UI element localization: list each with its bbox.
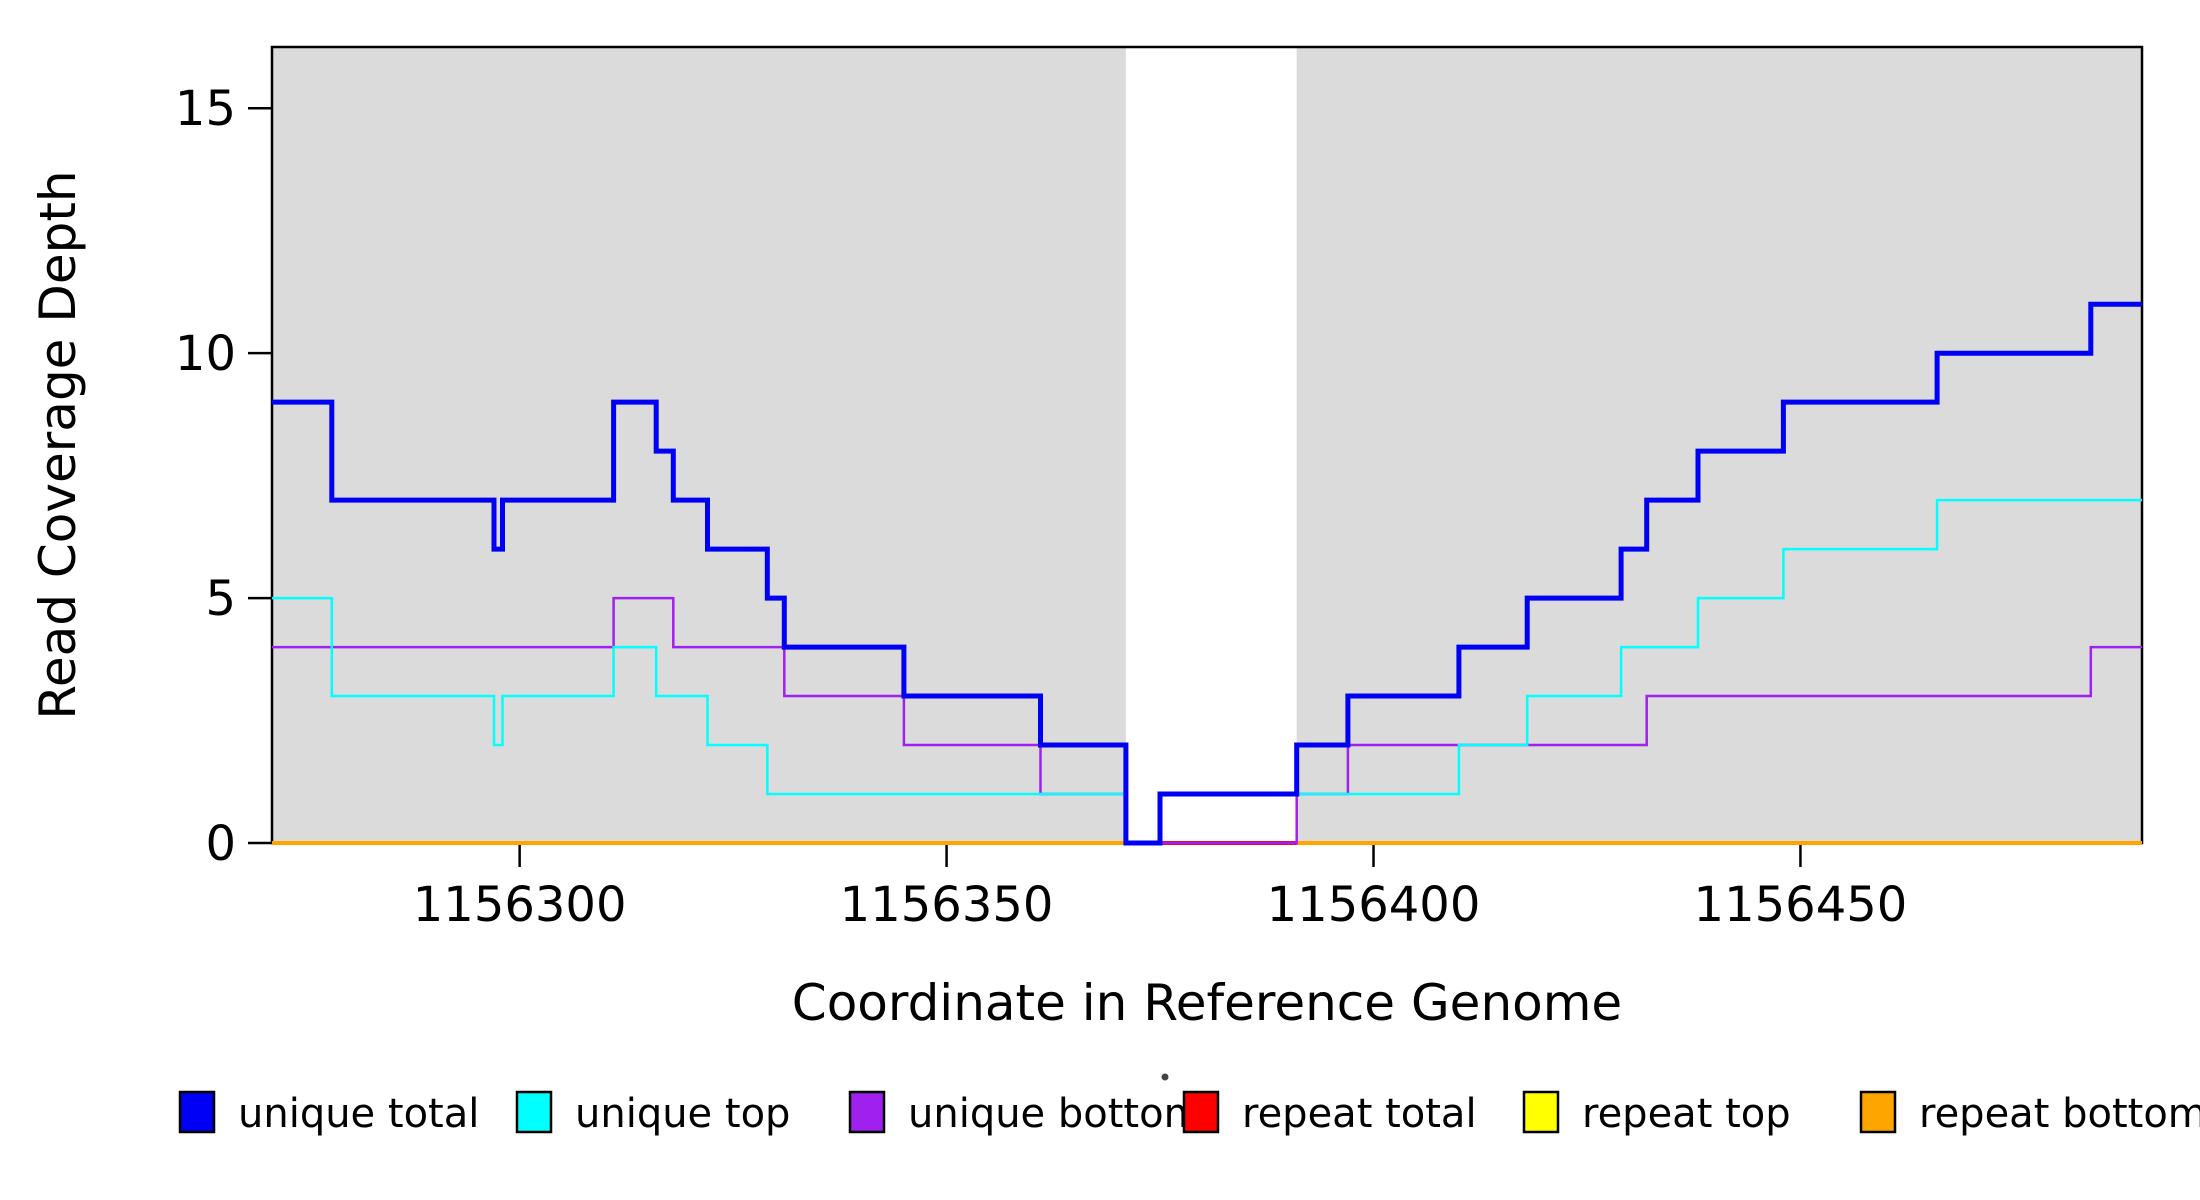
legend-item-repeat-top: repeat top <box>1522 1090 1791 1137</box>
y-tick-label: 15 <box>175 81 236 137</box>
legend-swatch-unique-top <box>515 1090 553 1134</box>
legend-item-unique-bottom: unique bottom <box>848 1090 1203 1137</box>
y-tick-label: 10 <box>175 326 236 382</box>
x-axis-title: Coordinate in Reference Genome <box>792 974 1622 1032</box>
plot-box-and-axes: 1156300 1156350 1156400 1156450 0 5 10 15 <box>175 45 2144 933</box>
plot-background-regions <box>272 47 2142 843</box>
legend-label-repeat-total: repeat total <box>1242 1091 1477 1137</box>
legend-label-unique-top: unique top <box>575 1091 790 1137</box>
coverage-series-lines <box>272 301 2142 846</box>
legend-swatch-unique-bottom <box>848 1090 886 1134</box>
legend-swatch-repeat-bottom <box>1859 1090 1897 1134</box>
unique-region-left <box>272 47 1126 843</box>
y-tick-label: 5 <box>205 571 236 627</box>
legend: unique total unique top unique bottom repea… <box>178 1090 2200 1137</box>
legend-label-repeat-top: repeat top <box>1582 1091 1791 1137</box>
x-tick-label: 1156450 <box>1694 877 1908 933</box>
unique-region-right <box>1296 47 2142 843</box>
series-line-unique-total <box>272 301 2142 846</box>
legend-swatch-unique-total <box>178 1090 216 1134</box>
y-axis-title: Read Coverage Depth <box>29 170 87 719</box>
legend-swatch-repeat-total <box>1182 1090 1220 1134</box>
legend-item-repeat-bottom: repeat bottom <box>1859 1090 2200 1137</box>
legend-label-unique-bottom: unique bottom <box>908 1091 1203 1137</box>
legend-item-unique-total: unique total <box>178 1090 479 1137</box>
x-tick-label: 1156350 <box>840 877 1054 933</box>
legend-label-repeat-bottom: repeat bottom <box>1919 1091 2200 1137</box>
legend-swatch-repeat-top <box>1522 1090 1560 1134</box>
legend-label-unique-total: unique total <box>238 1091 479 1137</box>
y-tick-label: 0 <box>205 816 236 872</box>
legend-item-unique-top: unique top <box>515 1090 790 1137</box>
stray-dot-artifact <box>1161 1073 1169 1081</box>
legend-item-repeat-total: repeat total <box>1182 1090 1477 1137</box>
x-tick-label: 1156400 <box>1267 877 1481 933</box>
x-tick-label: 1156300 <box>413 877 627 933</box>
